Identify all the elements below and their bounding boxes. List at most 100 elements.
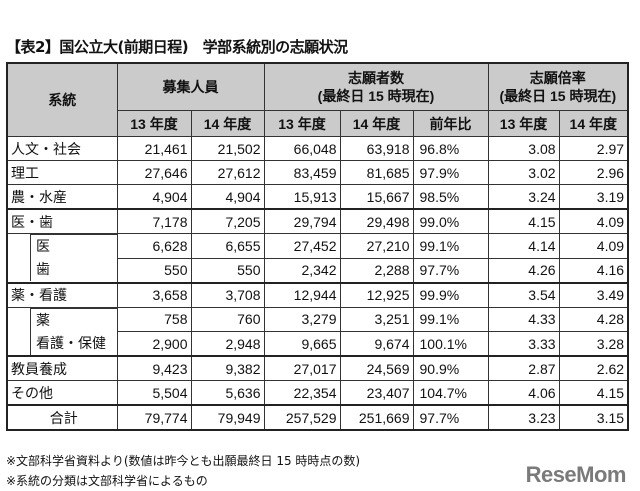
table-cell: 758 (116, 306, 192, 332)
table-cell: 15,913 (263, 184, 341, 210)
table-row: 人文・社会 21,461 21,502 66,048 63,918 96.8% 3.08 2.… (6, 136, 629, 161)
table-cell: 100.1% (412, 331, 489, 357)
table-cell: 12,925 (339, 281, 414, 308)
header-ratio-14: 14 年度 (558, 110, 629, 137)
table-cell: 2,288 (339, 257, 414, 283)
table-row: その他 5,504 5,636 22,354 23,407 104.7% 4.06 4.15 (6, 380, 629, 406)
table-cell: 3,658 (116, 281, 192, 308)
table-cell: 4,904 (190, 184, 265, 210)
table-cell: 5,504 (116, 380, 192, 406)
table-cell: 6,655 (190, 233, 265, 259)
row-label: その他 (6, 380, 118, 406)
table-cell: 96.8% (412, 136, 489, 161)
table-cell: 4.33 (487, 306, 560, 332)
application-status-table: 系統 募集人員 志願者数 (最終日 15 時現在) 志願倍率 (最終日 15 時現在… (6, 62, 630, 431)
row-label-text: 人文・社会 (11, 140, 81, 157)
row-label-text: 薬 (30, 307, 117, 332)
table-cell: 4.14 (487, 233, 560, 259)
table-cell: 4,904 (116, 184, 192, 210)
table-cell: 9,382 (190, 355, 265, 381)
footnote-source: ※文部科学省資料より(数値は昨今とも出願最終日 15 時時点の数) (6, 454, 361, 468)
table-row: 農・水産 4,904 4,904 15,913 15,667 98.5% 3.24 3.19 (6, 184, 629, 210)
table-row: 教員養成 9,423 9,382 27,017 24,569 90.9% 2.87 2.62 (6, 355, 629, 381)
table-row: 薬・看護 3,658 3,708 12,944 12,925 99.9% 3.54 3.49 (6, 281, 629, 308)
row-label-text: 医 (30, 234, 117, 258)
row-label: 教員養成 (6, 355, 118, 381)
row-label: 人文・社会 (6, 136, 118, 161)
footnote-classification: ※系統の分類は文部科学省によるもの (6, 474, 208, 488)
table-cell: 15,667 (339, 184, 414, 210)
table-cell: 97.7% (412, 404, 489, 431)
row-label: 医 (6, 233, 118, 258)
table-cell: 3.19 (558, 184, 629, 210)
table-row: 合計 79,774 79,949 257,529 251,669 97.7% 3.23 3.1… (6, 404, 629, 431)
row-label: 合計 (6, 404, 118, 431)
table-cell: 6,628 (116, 233, 192, 259)
header-yoy: 前年比 (412, 110, 489, 137)
table-cell: 3.15 (558, 404, 629, 431)
table-cell: 79,949 (190, 404, 265, 431)
table-cell: 2.96 (558, 160, 629, 185)
table-cell: 550 (116, 257, 192, 283)
header-cap-14: 14 年度 (190, 110, 265, 137)
table-title: 【表2】国公立大(前期日程) 学部系統別の志願状況 (6, 38, 348, 56)
table-cell: 98.5% (412, 184, 489, 210)
table-cell: 2.97 (558, 136, 629, 161)
row-label-text: 薬・看護 (11, 287, 67, 303)
table-cell: 4.26 (487, 257, 560, 283)
table-cell: 2,948 (190, 331, 265, 357)
row-label-text: 合計 (49, 409, 78, 426)
table-cell: 27,452 (263, 233, 341, 259)
table-cell: 29,794 (263, 208, 341, 234)
table-cell: 12,944 (263, 281, 341, 308)
table-cell: 81,685 (339, 160, 414, 185)
table-cell: 99.1% (412, 233, 489, 259)
table-cell: 24,569 (339, 355, 414, 381)
row-label-text: 農・水産 (11, 188, 67, 205)
table-cell: 5,636 (190, 380, 265, 406)
table-row: 薬 758 760 3,279 3,251 99.1% 4.33 4.28 (6, 306, 629, 332)
table-cell: 79,774 (116, 404, 192, 431)
table-cell: 4.09 (558, 233, 629, 259)
table-cell: 104.7% (412, 380, 489, 406)
table-cell: 3.54 (487, 281, 560, 308)
header-applicants: 志願者数 (最終日 15 時現在) (263, 62, 489, 111)
table-cell: 4.09 (558, 208, 629, 234)
table-cell: 3.33 (487, 331, 560, 357)
table-cell: 97.7% (412, 257, 489, 283)
row-label-text: その他 (11, 384, 53, 401)
row-label: 薬・看護 (6, 281, 118, 308)
resemom-logo: ReseMom (525, 462, 627, 487)
table-cell: 22,354 (263, 380, 341, 406)
table-cell: 9,423 (116, 355, 192, 381)
table-cell: 7,178 (116, 208, 192, 234)
table-cell: 27,210 (339, 233, 414, 259)
table-row: 医 6,628 6,655 27,452 27,210 99.1% 4.14 4.09 (6, 233, 629, 259)
table-cell: 3.49 (558, 281, 629, 308)
table-cell: 97.9% (412, 160, 489, 185)
table-cell: 3.08 (487, 136, 560, 161)
table-cell: 90.9% (412, 355, 489, 381)
table-cell: 760 (190, 306, 265, 332)
table-cell: 2.87 (487, 355, 560, 381)
table-cell: 27,612 (190, 160, 265, 185)
table-cell: 7,205 (190, 208, 265, 234)
row-label-text: 理工 (11, 164, 39, 181)
table-cell: 27,017 (263, 355, 341, 381)
table-cell: 2,342 (263, 257, 341, 283)
header-ratio-13: 13 年度 (487, 110, 560, 137)
table-cell: 3,251 (339, 306, 414, 332)
table-cell: 66,048 (263, 136, 341, 161)
header-app-14: 14 年度 (339, 110, 414, 137)
table-cell: 29,498 (339, 208, 414, 234)
row-label: 農・水産 (6, 184, 118, 210)
row-label: 医・歯 (6, 208, 118, 234)
table-cell: 550 (190, 257, 265, 283)
header-ratio: 志願倍率 (最終日 15 時現在) (487, 62, 629, 111)
header-category: 系統 (6, 62, 118, 137)
table-cell: 99.1% (412, 306, 489, 332)
table-cell: 63,918 (339, 136, 414, 161)
table-row: 医・歯 7,178 7,205 29,794 29,498 99.0% 4.15 4.09 (6, 208, 629, 234)
table-cell: 251,669 (339, 404, 414, 431)
table-cell: 4.06 (487, 380, 560, 406)
